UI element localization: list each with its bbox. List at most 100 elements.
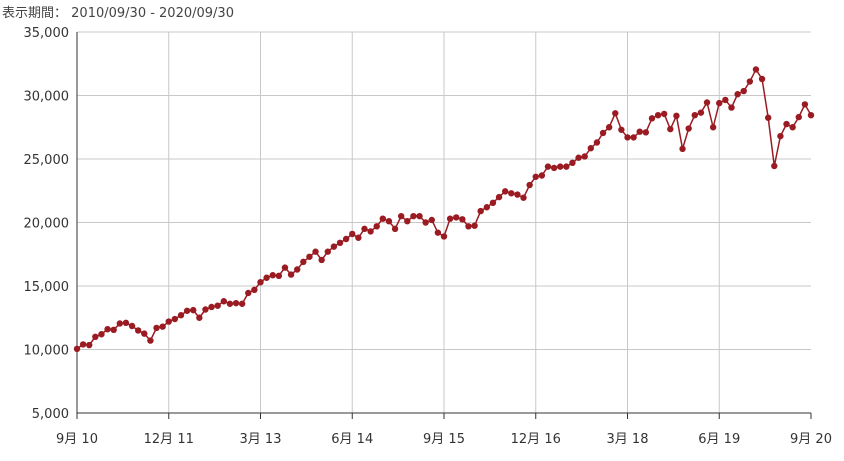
data-point [92,333,99,340]
y-tick-label: 30,000 [24,90,70,105]
data-point [269,272,276,279]
data-point [483,204,491,211]
data-point [599,129,607,137]
data-point [746,78,754,85]
data-point [257,278,264,286]
data-point [214,302,221,309]
data-point [514,191,521,198]
data-point [446,215,454,222]
data-point [624,134,631,141]
data-point [379,215,387,222]
data-point [355,234,362,241]
data-point [709,124,717,131]
data-point [397,212,405,220]
data-point [783,120,790,128]
data-point [453,214,460,221]
data-point [171,315,179,323]
data-point [373,223,380,230]
data-point [440,233,448,240]
data-point [153,324,160,332]
data-point [563,163,570,170]
x-tick-label: 12月 16 [511,432,561,447]
data-point [550,164,558,172]
y-tick-label: 15,000 [24,280,70,295]
data-point [287,271,295,278]
data-point [226,300,234,307]
data-point [630,134,637,141]
data-point [110,326,117,334]
data-point [728,104,735,111]
data-point [716,99,723,107]
data-point [642,129,650,136]
data-point [306,253,313,260]
data-point [342,235,350,243]
y-tick-label: 5,000 [32,407,69,422]
data-point [697,109,705,116]
data-point [232,299,240,307]
data-point [79,341,87,348]
data-point [434,229,442,236]
data-point [324,248,331,255]
data-point [251,286,258,294]
x-tick-label: 6月 19 [698,432,740,447]
data-point [777,132,784,140]
display-period: 表示期間： 2010/09/30 - 2020/09/30 [2,2,234,21]
data-point [122,319,130,327]
data-point [86,341,93,349]
data-point [557,163,564,170]
data-point [275,272,283,280]
data-point [294,266,301,273]
data-point [593,139,601,146]
y-tick-label: 20,000 [24,217,70,232]
data-point [740,87,747,95]
y-tick-label: 25,000 [24,153,70,168]
data-point [691,111,698,119]
data-point [795,113,802,121]
data-point [752,66,760,73]
data-point [190,306,197,314]
data-point [159,323,166,330]
data-point [758,75,766,83]
data-point [807,111,815,119]
data-point [330,243,338,250]
data-point [605,124,613,131]
data-point [428,216,435,224]
data-point [220,298,227,305]
data-point [134,327,142,334]
data-point [789,124,796,131]
data-point [238,300,246,307]
data-point [495,193,503,201]
data-point [361,225,368,233]
data-point [318,256,325,264]
data-point [489,199,497,207]
data-point [508,190,515,197]
data-point [673,112,680,120]
data-point [312,248,319,255]
data-point [532,173,539,180]
data-point [367,228,374,235]
data-point [202,306,209,313]
data-point [575,154,582,161]
data-point [208,303,215,311]
data-point [263,274,270,281]
period-range: 2010/09/30 - 2020/09/30 [71,6,234,21]
data-point [544,163,552,170]
data-point [587,145,594,152]
data-point [177,312,185,319]
data-point [422,219,429,226]
data-point [104,325,111,333]
data-point [245,289,252,297]
data-point [196,314,203,321]
data-point [98,331,105,338]
data-point [465,223,472,230]
data-point [459,216,466,223]
data-point [569,159,576,167]
data-point [128,322,136,330]
data-point [667,125,674,133]
x-tick-label: 3月 18 [607,432,649,447]
data-point [416,212,423,220]
data-point [410,212,417,220]
data-point [801,101,809,108]
data-point [165,318,172,325]
